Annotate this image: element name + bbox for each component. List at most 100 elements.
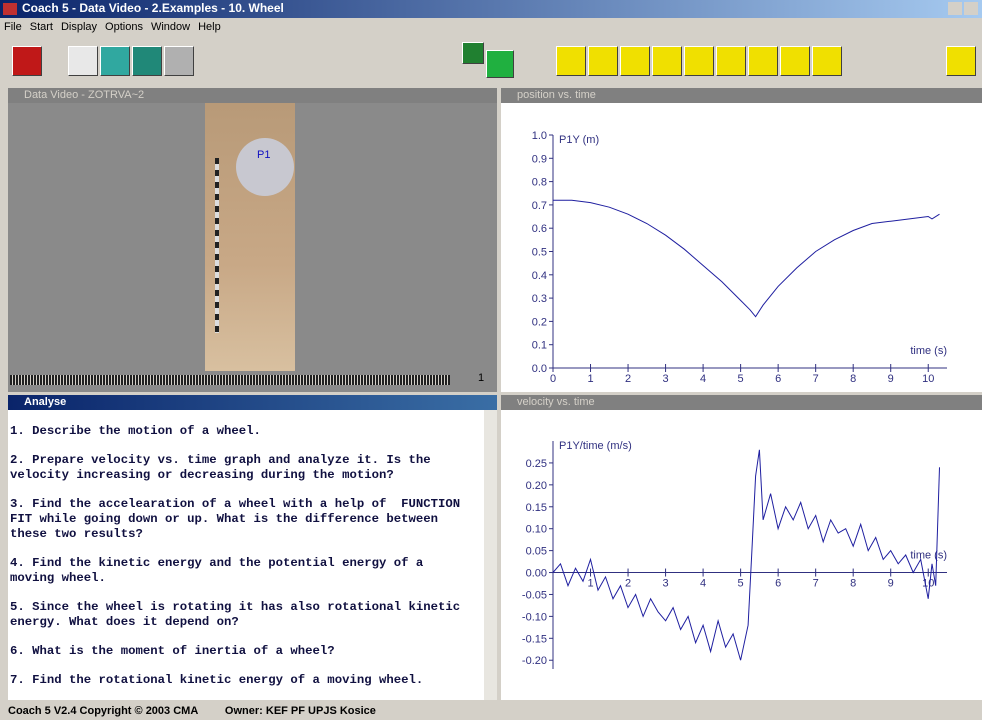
- x-axis-label: time (s): [910, 550, 947, 562]
- data-line: [553, 200, 940, 317]
- y-tick-label: 0.10: [526, 524, 547, 536]
- chart: -0.20-0.15-0.10-0.050.000.050.100.150.20…: [501, 410, 982, 700]
- text-line: these two results?: [10, 527, 484, 542]
- text-line: 6. What is the moment of inertia of a wh…: [10, 644, 484, 659]
- copy-button[interactable]: [68, 46, 98, 76]
- y-tick-label: 0.4: [532, 270, 547, 282]
- text-line: 1. Describe the motion of a wheel.: [10, 424, 484, 439]
- owner: Owner: KEF PF UPJS Kosice: [225, 705, 376, 717]
- y-tick-label: 0.9: [532, 153, 547, 165]
- panel-title: Data Video - ZOTRVA~2: [24, 89, 144, 101]
- text-line: 4. Find the kinetic energy and the poten…: [10, 556, 484, 571]
- x-tick-label: 9: [888, 578, 894, 590]
- tool-button[interactable]: [556, 46, 586, 76]
- tool-button[interactable]: [684, 46, 714, 76]
- exit-button[interactable]: [12, 46, 42, 76]
- paragraph: 3. Find the accelearation of a wheel wit…: [10, 497, 484, 542]
- data-line: [553, 450, 940, 660]
- y-tick-label: -0.10: [522, 611, 547, 623]
- menu-item[interactable]: Window: [151, 21, 190, 33]
- panel-title: velocity vs. time: [517, 396, 595, 408]
- menu-item[interactable]: File: [4, 21, 22, 33]
- wheel: [236, 138, 294, 196]
- y-tick-label: 0.5: [532, 247, 547, 259]
- menu-item[interactable]: Start: [30, 21, 53, 33]
- open-button[interactable]: [100, 46, 130, 76]
- help-button[interactable]: [946, 46, 976, 76]
- tool-button[interactable]: [716, 46, 746, 76]
- panel-title-bar: velocity vs. time: [501, 395, 982, 410]
- x-tick-label: 7: [813, 578, 819, 590]
- window-title: Coach 5 - Data Video - 2.Examples - 10. …: [22, 1, 284, 15]
- text-line: FIT while going down or up. What is the …: [10, 512, 484, 527]
- x-tick-label: 4: [700, 373, 706, 385]
- menu-item[interactable]: Help: [198, 21, 221, 33]
- tool-button[interactable]: [620, 46, 650, 76]
- x-tick-label: 2: [625, 578, 631, 590]
- point-label: P1: [257, 149, 270, 161]
- y-tick-label: 0.0: [532, 363, 547, 375]
- x-tick-label: 9: [888, 373, 894, 385]
- video-panel: P1 1: [8, 103, 497, 392]
- panel-title: Analyse: [24, 396, 66, 408]
- x-tick-label: 1: [587, 578, 593, 590]
- text-area[interactable]: 1. Describe the motion of a wheel. 2. Pre…: [8, 410, 484, 700]
- start-button[interactable]: [462, 42, 484, 64]
- paragraph: 6. What is the moment of inertia of a wh…: [10, 644, 484, 659]
- playback-bar[interactable]: [10, 375, 450, 385]
- maximize-button[interactable]: [964, 2, 978, 15]
- x-tick-label: 8: [850, 373, 856, 385]
- x-tick-label: 6: [775, 373, 781, 385]
- x-tick-label: 7: [813, 373, 819, 385]
- y-tick-label: 1.0: [532, 130, 547, 142]
- x-tick-label: 5: [738, 578, 744, 590]
- x-tick-label: 3: [663, 578, 669, 590]
- scale-bar: [215, 158, 219, 333]
- save-button[interactable]: [132, 46, 162, 76]
- menu-item[interactable]: Options: [105, 21, 143, 33]
- stop-button[interactable]: [486, 50, 514, 78]
- print-button[interactable]: [164, 46, 194, 76]
- x-axis-label: time (s): [910, 345, 947, 357]
- tool-button[interactable]: [588, 46, 618, 76]
- app-icon: [3, 3, 17, 15]
- paragraph: 2. Prepare velocity vs. time graph and a…: [10, 453, 484, 483]
- y-tick-label: 0.00: [526, 568, 547, 580]
- x-tick-label: 4: [700, 578, 706, 590]
- x-tick-label: 8: [850, 578, 856, 590]
- paragraph: 1. Describe the motion of a wheel.: [10, 424, 484, 439]
- y-tick-label: 0.7: [532, 200, 547, 212]
- y-tick-label: -0.05: [522, 589, 547, 601]
- x-tick-label: 1: [587, 373, 593, 385]
- panel-title-bar: Analyse: [8, 395, 497, 410]
- menu-item[interactable]: Display: [61, 21, 97, 33]
- text-line: 2. Prepare velocity vs. time graph and a…: [10, 453, 484, 468]
- text-line: 5. Since the wheel is rotating it has al…: [10, 600, 484, 615]
- panel-title: position vs. time: [517, 89, 596, 101]
- frame-counter: 1: [478, 372, 484, 384]
- y-tick-label: -0.20: [522, 655, 547, 667]
- y-tick-label: 0.1: [532, 340, 547, 352]
- x-tick-label: 3: [663, 373, 669, 385]
- tool-button[interactable]: [652, 46, 682, 76]
- scrollbar[interactable]: [484, 410, 497, 700]
- x-tick-label: 10: [922, 578, 934, 590]
- text-line: energy. What does it depend on?: [10, 615, 484, 630]
- y-tick-label: 0.05: [526, 546, 547, 558]
- y-tick-label: 0.25: [526, 458, 547, 470]
- text-line: velocity increasing or decreasing during…: [10, 468, 484, 483]
- tool-button[interactable]: [748, 46, 778, 76]
- y-tick-label: 0.2: [532, 316, 547, 328]
- y-axis-label: P1Y/time (m/s): [559, 440, 632, 452]
- tool-button[interactable]: [812, 46, 842, 76]
- y-tick-label: 0.20: [526, 480, 547, 492]
- text-line: 3. Find the accelearation of a wheel wit…: [10, 497, 484, 512]
- tool-button[interactable]: [780, 46, 810, 76]
- text-line: moving wheel.: [10, 571, 484, 586]
- x-tick-label: 5: [738, 373, 744, 385]
- x-tick-label: 0: [550, 373, 556, 385]
- paragraph: 5. Since the wheel is rotating it has al…: [10, 600, 484, 630]
- minimize-button[interactable]: [948, 2, 962, 15]
- y-tick-label: -0.15: [522, 633, 547, 645]
